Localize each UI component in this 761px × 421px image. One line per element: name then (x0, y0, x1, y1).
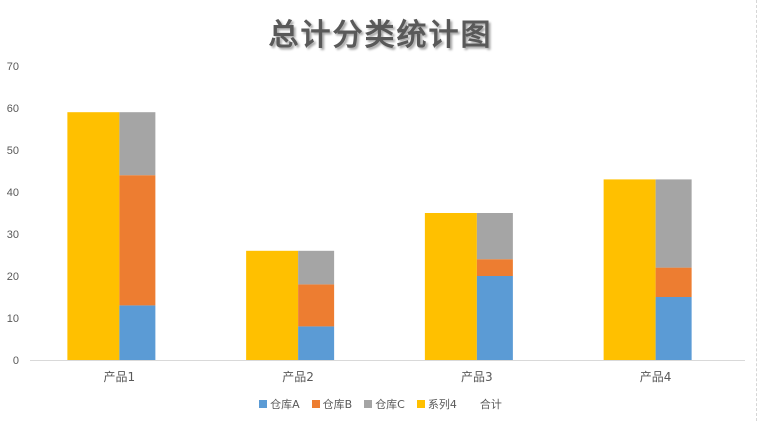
y-tick-label: 40 (7, 187, 19, 199)
bar-仓库A-产品3 (476, 276, 513, 360)
bar-仓库C-产品1 (119, 112, 156, 176)
y-tick-label: 20 (7, 271, 19, 283)
bar-仓库C-产品2 (298, 250, 335, 285)
legend-swatch (259, 400, 268, 408)
y-tick-label: 70 (7, 61, 19, 73)
legend-item: 仓库C (364, 396, 405, 412)
x-tick-label: 产品3 (461, 370, 493, 384)
legend-label: 仓库B (322, 398, 353, 411)
y-tick-label: 10 (7, 313, 19, 325)
chart-legend: 仓库A 仓库B 仓库C 系列4 合计 (0, 396, 761, 412)
bar-仓库B-产品4 (655, 267, 692, 297)
x-tick-label: 产品2 (282, 370, 314, 384)
bar-仓库B-产品1 (119, 175, 156, 306)
y-tick-label: 60 (7, 103, 19, 115)
legend-label: 仓库A (270, 398, 300, 411)
bar-仓库A-产品2 (298, 326, 335, 360)
bar-系列4-产品1 (67, 112, 120, 360)
bar-仓库C-产品4 (655, 179, 692, 268)
bar-仓库B-产品2 (298, 284, 335, 327)
y-tick-label: 30 (7, 229, 19, 241)
legend-swatch (469, 400, 477, 408)
legend-item: 系列4 (416, 396, 457, 412)
legend-label: 系列4 (427, 398, 457, 411)
chart-title: 总计分类统计图 (268, 18, 493, 53)
y-tick-label: 0 (13, 355, 19, 367)
x-tick-label: 产品4 (640, 370, 672, 384)
legend-item: 仓库A (259, 396, 300, 412)
legend-item: 仓库B (311, 396, 353, 412)
legend-swatch (416, 400, 425, 408)
bar-系列4-产品4 (603, 179, 656, 360)
legend-label: 合计 (479, 398, 502, 411)
bar-仓库A-产品4 (655, 297, 692, 360)
y-tick-label: 50 (7, 145, 19, 157)
x-tick-label: 产品1 (104, 370, 136, 384)
bar-仓库C-产品3 (476, 213, 513, 260)
bar-系列4-产品2 (246, 250, 299, 360)
bar-仓库A-产品1 (119, 305, 156, 360)
bar-系列4-产品3 (424, 213, 477, 360)
legend-item: 合计 (469, 396, 502, 412)
legend-swatch (364, 400, 373, 408)
bar-仓库B-产品3 (476, 259, 513, 276)
legend-label: 仓库C (375, 398, 405, 411)
legend-swatch (311, 400, 320, 408)
